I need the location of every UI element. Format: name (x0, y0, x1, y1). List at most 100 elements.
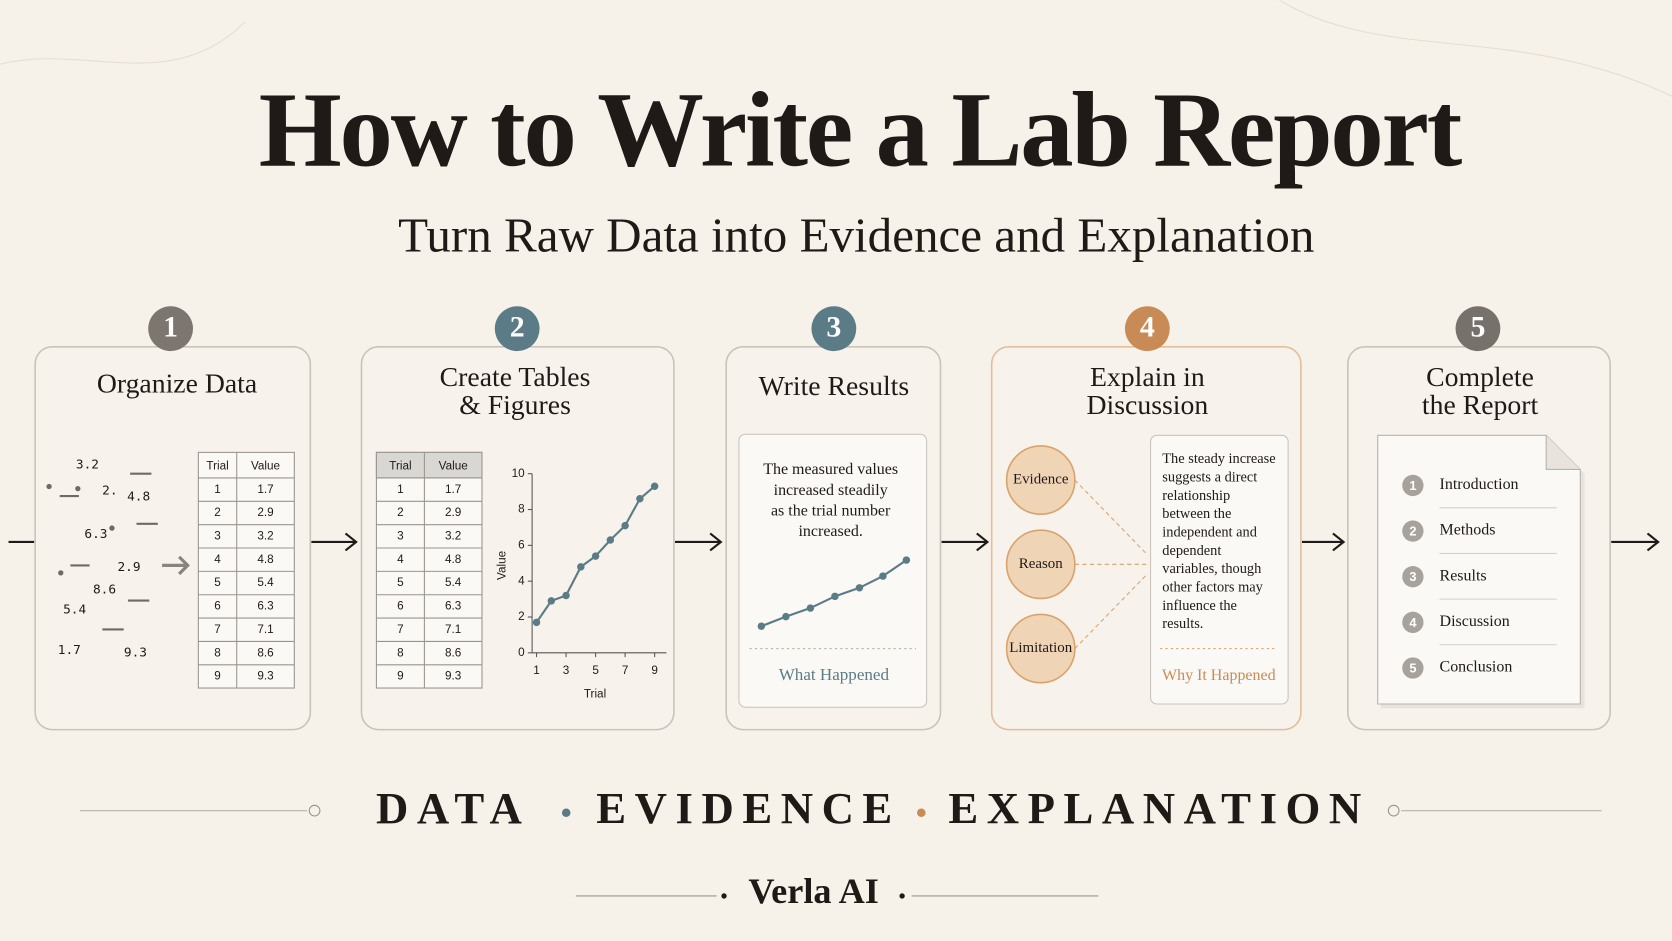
x-tick-label: 3 (563, 664, 570, 677)
arrow (1301, 532, 1346, 552)
table-cell: 2 (397, 506, 404, 519)
table-cell: 4 (214, 553, 221, 566)
results-text: The measured values (763, 461, 898, 478)
table-cell: 7.1 (445, 623, 461, 636)
table-cell: 8 (397, 646, 404, 659)
table-header: Value (251, 459, 280, 472)
section-name: Introduction (1440, 476, 1519, 493)
step-badge (811, 306, 857, 352)
tagline-word: DATA (376, 783, 530, 833)
table-cell: 2 (214, 506, 221, 519)
bubble (1005, 529, 1076, 600)
table-cell: 6 (214, 600, 221, 613)
arrow (941, 532, 990, 552)
raw-number: 1.7 (58, 643, 81, 658)
separator-dot (561, 808, 571, 818)
decor (58, 570, 64, 576)
step-title: Write Results (759, 370, 910, 401)
doc-fold (1545, 435, 1581, 470)
decor (1387, 804, 1400, 817)
table-cell: 9.3 (257, 670, 273, 683)
step-number: 5 (1470, 311, 1485, 344)
arrow (311, 532, 358, 552)
table-cell: 6.3 (257, 600, 273, 613)
step-badge (494, 306, 540, 352)
x-tick-label: 1 (533, 664, 540, 677)
section-number: 3 (1409, 569, 1416, 584)
section-badge (1402, 657, 1424, 679)
raw-number: 6.3 (84, 527, 107, 542)
bubble-label: Reason (1019, 556, 1063, 572)
y-tick-label: 2 (518, 610, 525, 623)
table-cell: 4 (397, 553, 404, 566)
table (375, 451, 483, 689)
decor (46, 483, 52, 490)
y-tick-label: 10 (512, 467, 526, 480)
discussion-text: The steady increase (1162, 451, 1275, 467)
raw-number: 4.8 (127, 490, 150, 505)
data-point (591, 552, 600, 560)
arrow (674, 532, 723, 552)
table-cell: 9 (214, 670, 221, 683)
step-badge (148, 306, 194, 352)
connector (1074, 479, 1148, 556)
table-header: Trial (389, 459, 411, 472)
x-tick-label: 5 (592, 664, 599, 677)
tagline-word: EXPLANATION (948, 783, 1369, 833)
step-badge (1455, 306, 1501, 352)
discussion-text: suggests a direct (1162, 469, 1257, 485)
section-badge (1402, 611, 1424, 634)
raw-number: 9.3 (124, 645, 147, 660)
table-cell: 6 (397, 600, 404, 613)
trend-point (902, 556, 911, 564)
results-text: increased. (798, 523, 862, 540)
bubble-label: Limitation (1009, 640, 1072, 656)
discussion-box (1150, 434, 1289, 705)
section-name: Methods (1440, 522, 1496, 539)
section-badge (1402, 520, 1424, 542)
section-badge (1402, 566, 1424, 588)
data-point (621, 521, 629, 530)
caption: What Happened (779, 665, 890, 684)
y-tick-label: 0 (518, 646, 525, 659)
table-cell: 7 (214, 623, 221, 636)
discussion-text: variables, though (1162, 561, 1261, 577)
table-header (375, 451, 483, 479)
bubble (1005, 445, 1076, 516)
y-axis-label: Value (495, 551, 508, 580)
tagline-word: EVIDENCE (596, 783, 901, 833)
results-text: increased steadily (774, 482, 888, 499)
section-number: 4 (1409, 615, 1417, 630)
caption: Why It Happened (1162, 667, 1276, 684)
decor (75, 485, 81, 492)
table-cell: 5.4 (445, 576, 462, 589)
results-text: as the trial number (771, 503, 891, 520)
table-cell: 8.6 (445, 646, 461, 659)
discussion-text: relationship (1162, 488, 1230, 504)
arrow (162, 555, 190, 576)
table-cell: 3.2 (445, 529, 461, 542)
raw-number: 2.9 (117, 560, 140, 575)
bubble-label: Evidence (1013, 472, 1069, 488)
section-number: 1 (1409, 478, 1416, 493)
table-cell: 4.8 (257, 553, 274, 566)
decor (721, 893, 727, 899)
table-cell: 2.9 (257, 506, 273, 519)
data-point (650, 482, 659, 490)
data-point (562, 591, 570, 600)
subtitle: Turn Raw Data into Evidence and Explanat… (398, 207, 1314, 262)
step-number: 3 (826, 311, 841, 344)
raw-number: 8.6 (93, 582, 116, 597)
section-name: Results (1440, 567, 1487, 584)
separator-dot (917, 808, 926, 818)
x-axis-label: Trial (584, 688, 606, 701)
table-cell: 3 (214, 529, 221, 542)
table-cell: 3.2 (257, 529, 273, 542)
table-cell: 7 (397, 623, 404, 636)
raw-number: 3.2 (76, 458, 99, 473)
table (197, 451, 295, 689)
decor (308, 804, 321, 817)
discussion-text: between the (1162, 506, 1231, 522)
table-cell: 1 (214, 483, 221, 496)
section-number: 5 (1409, 660, 1416, 675)
